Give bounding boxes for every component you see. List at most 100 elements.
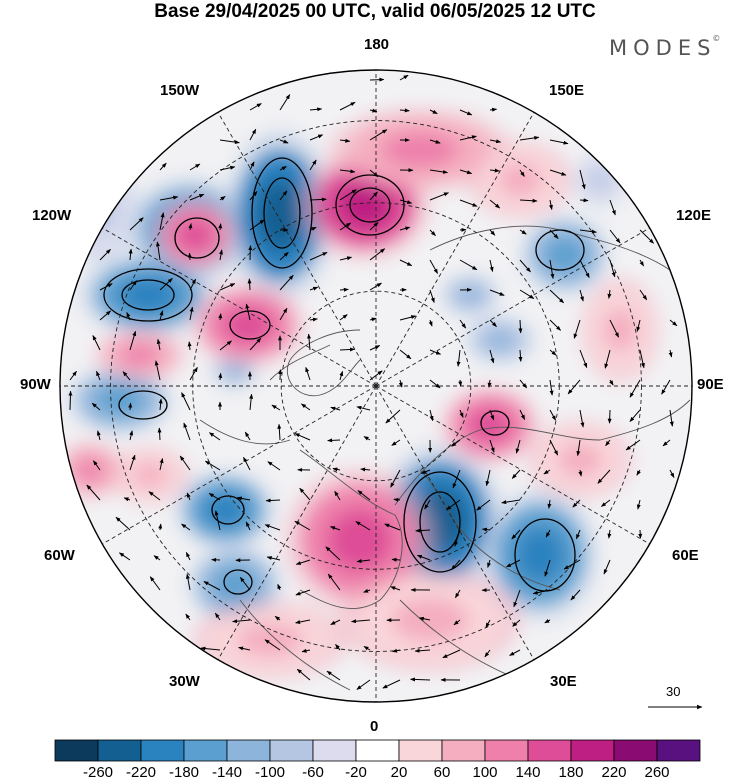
wind-arrow (330, 619, 341, 626)
lon-label-120e: 120E (676, 207, 712, 224)
wind-arrow (604, 349, 611, 369)
wind-arrow (245, 303, 251, 321)
wind-arrow (189, 306, 194, 321)
wind-arrow (208, 432, 221, 441)
wind-arrow (636, 499, 641, 510)
wind-arrow (399, 259, 413, 267)
wind-arrow (418, 616, 431, 621)
anomaly-core (237, 623, 303, 657)
contour-line (121, 279, 175, 311)
wind-arrow (661, 379, 671, 395)
wind-arrow (279, 274, 294, 291)
wind-arrow (128, 402, 133, 411)
wind-arrow (609, 259, 616, 278)
wind-arrow (327, 438, 341, 443)
wind-arrow (519, 379, 527, 389)
wind-arrow (247, 278, 252, 291)
wind-arrow (489, 229, 496, 236)
wind-arrow (92, 460, 101, 471)
wind-arrow (189, 366, 198, 381)
wind-arrow (519, 289, 535, 300)
wind-arrow (369, 77, 385, 82)
wind-arrow (296, 668, 311, 681)
lon-label-90e: 90E (697, 376, 724, 393)
wind-arrow (339, 138, 351, 143)
wind-arrow (91, 402, 101, 411)
wind-arrow (639, 259, 645, 267)
wind-arrow (249, 337, 262, 351)
wind-arrow (185, 573, 191, 591)
wind-arrow (424, 499, 431, 510)
wind-arrow (148, 491, 161, 501)
wind-arrow (519, 409, 526, 420)
lon-label-150w: 150W (160, 82, 200, 99)
wind-arrow (249, 191, 258, 201)
colorbar-tick-label: -140 (211, 764, 243, 781)
wind-arrow (279, 166, 287, 171)
wind-arrow (399, 74, 409, 81)
colorbar-swatch (527, 739, 572, 762)
wind-arrow (271, 404, 281, 411)
lon-label-0: 0 (370, 718, 379, 735)
wind-arrow (157, 427, 162, 441)
wind-arrow (579, 229, 597, 234)
wind-arrow (489, 259, 494, 272)
wind-arrow (414, 648, 431, 653)
colorbar-swatch (570, 739, 615, 762)
wind-arrow (249, 161, 255, 171)
wind-arrow (636, 469, 641, 476)
wind-arrow (549, 289, 564, 304)
wind-arrow (219, 139, 240, 145)
wind-arrow (476, 499, 491, 511)
wind-arrow (330, 526, 341, 531)
meridian-line (102, 385, 377, 545)
wind-arrow (218, 372, 223, 381)
colorbar-tick-label: 20 (390, 764, 408, 781)
contour-line (535, 229, 585, 271)
wind-arrow (249, 128, 257, 141)
wind-arrow (489, 349, 495, 364)
colorbar-swatch (484, 739, 529, 762)
wind-arrow (489, 168, 500, 173)
wind-arrow (363, 436, 371, 441)
wind-arrow (309, 286, 319, 291)
wind-arrow (489, 409, 495, 421)
wind-arrow (219, 340, 232, 351)
colorbar-tick-label: 180 (558, 764, 584, 781)
wind-arrow (369, 345, 381, 351)
wind-arrow (639, 289, 648, 301)
contour-line (419, 491, 461, 553)
wind-arrow (579, 198, 589, 203)
wind-arrow (544, 559, 551, 577)
anomaly-core (457, 286, 483, 304)
wind-arrow (279, 94, 291, 111)
wind-arrow (309, 197, 327, 202)
wind-arrow (369, 248, 386, 261)
wind-arrow (326, 670, 341, 681)
wind-arrow (301, 648, 311, 653)
contour-line (403, 471, 477, 573)
wind-arrow (92, 335, 101, 351)
colorbar-swatch (97, 739, 142, 762)
wind-arrow (485, 469, 491, 487)
wind-arrow (309, 134, 324, 141)
lon-label-60e: 60E (672, 547, 699, 564)
wind-arrow (549, 229, 559, 239)
wind-vectors (68, 74, 678, 690)
wind-arrow (511, 469, 521, 479)
wind-arrow (219, 165, 236, 171)
colorbar-swatch (398, 739, 443, 762)
wind-arrow (519, 169, 525, 177)
wind-arrow (429, 379, 441, 389)
anomaly-core (469, 408, 511, 442)
wind-arrow (219, 283, 236, 291)
wind-arrow (204, 460, 221, 471)
wind-arrow (549, 259, 555, 279)
wind-arrow (399, 349, 412, 360)
wind-arrow (159, 458, 164, 471)
coastline (269, 344, 331, 381)
wind-arrow (459, 169, 473, 175)
wind-arrow (339, 189, 357, 201)
wind-arrow (128, 248, 133, 261)
